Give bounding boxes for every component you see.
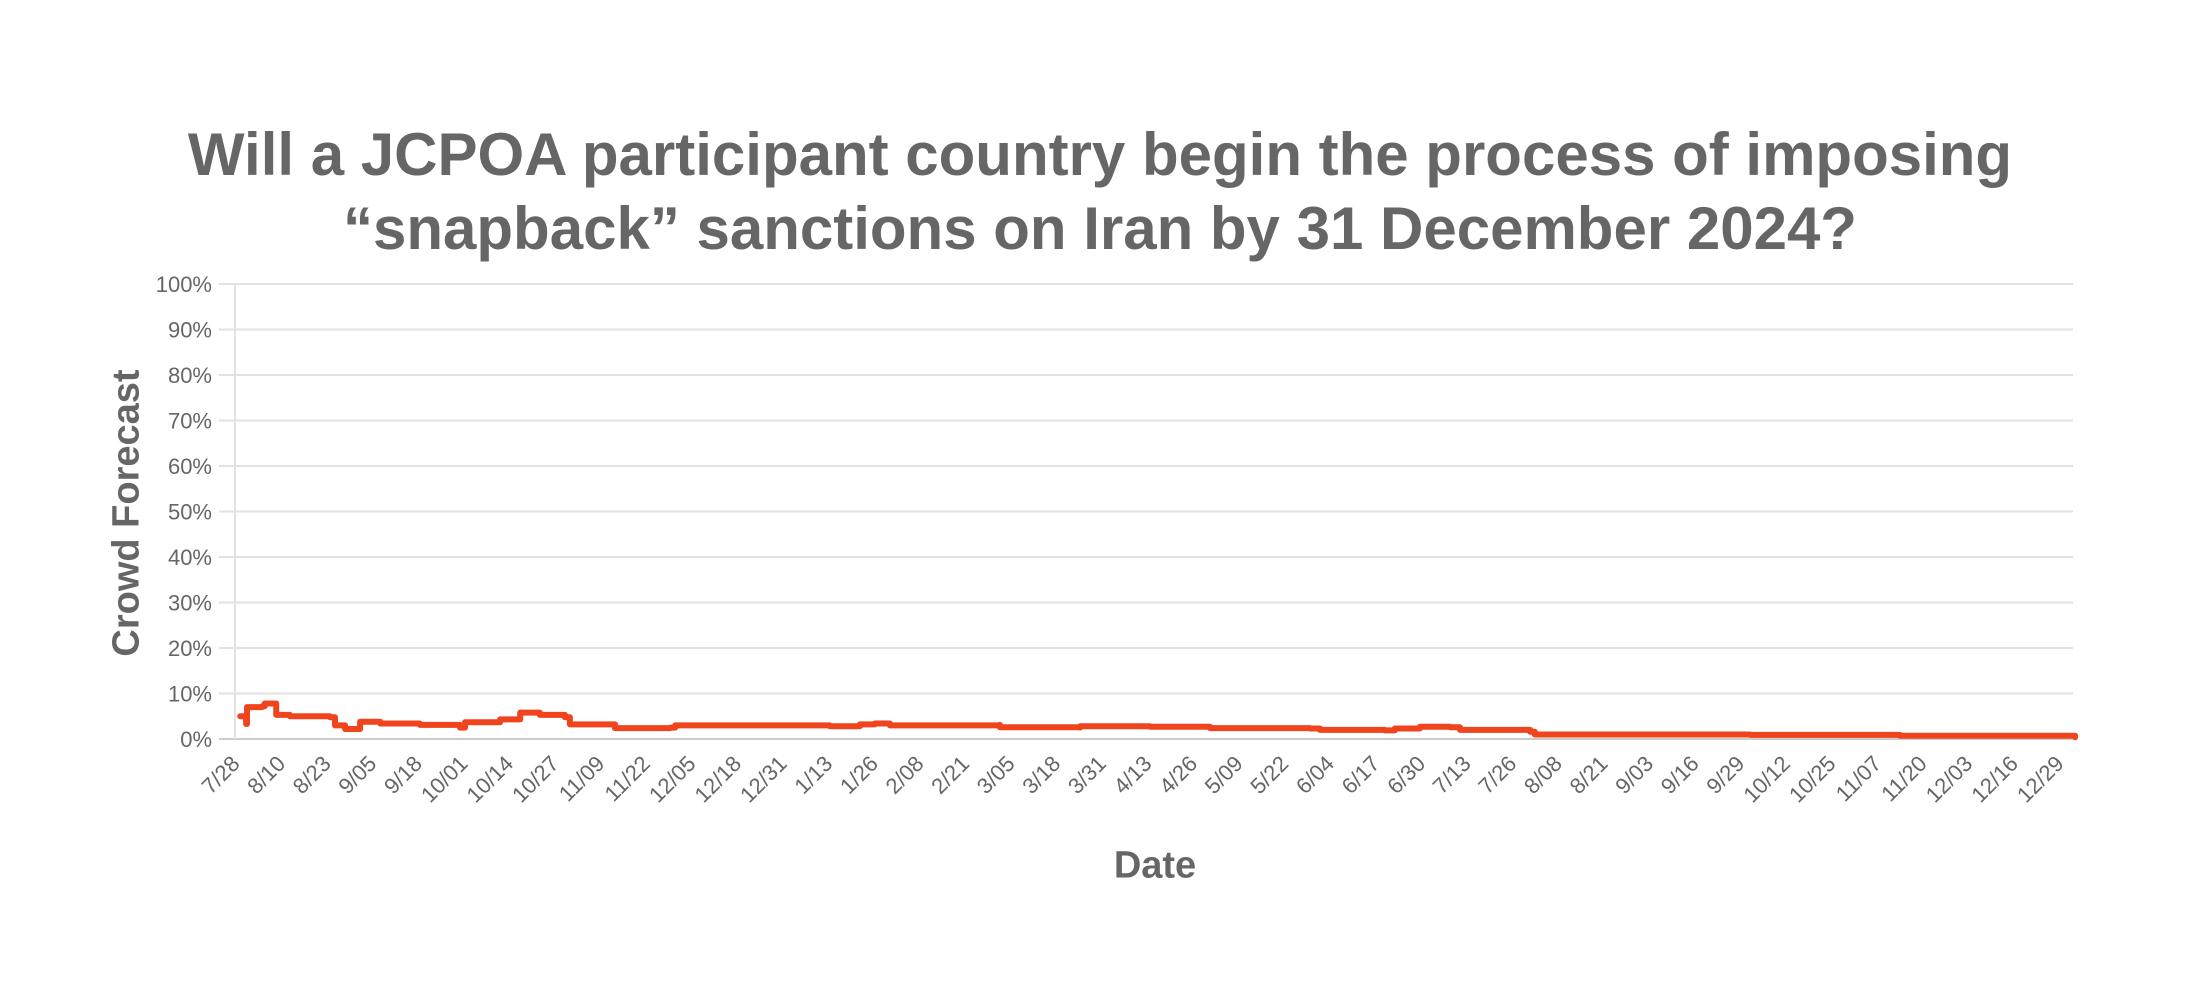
x-tick-label: 11/20 <box>1876 751 1931 806</box>
x-tick-label: 8/21 <box>1565 751 1613 799</box>
y-axis-ticks: 0% 10% 20% 30% 40% 50% 60% 70% 80% 90% 100% <box>156 272 212 752</box>
x-tick-label: 3/05 <box>972 751 1020 799</box>
x-tick-label: 12/03 <box>1921 751 1978 808</box>
x-axis-ticks: 7/288/108/239/059/1810/0110/1410/2711/09… <box>197 751 2069 808</box>
x-tick-label: 11/09 <box>554 751 609 806</box>
gridlines <box>219 283 2073 740</box>
x-axis-title: Date <box>1113 844 1197 887</box>
x-tick-label: 12/31 <box>735 751 792 808</box>
x-tick-label: 7/28 <box>197 751 245 799</box>
x-tick-label: 10/25 <box>1784 751 1841 808</box>
x-tick-label: 12/05 <box>644 751 701 808</box>
y-tick-label: 30% <box>168 591 212 616</box>
x-tick-label: 5/09 <box>1200 751 1248 799</box>
x-tick-label: 10/12 <box>1738 751 1795 808</box>
x-tick-label: 2/21 <box>926 751 974 799</box>
x-tick-label: 12/18 <box>690 751 747 808</box>
x-tick-label: 3/18 <box>1017 751 1065 799</box>
x-tick-label: 6/30 <box>1382 751 1430 799</box>
x-tick-label: 12/29 <box>2012 751 2069 808</box>
y-tick-label: 0% <box>180 727 212 752</box>
chart-title: Will a JCPOA participant country begin t… <box>0 118 2200 266</box>
x-tick-label: 3/31 <box>1063 751 1111 799</box>
x-tick-label: 8/10 <box>242 751 290 799</box>
x-tick-label: 4/26 <box>1154 751 1202 799</box>
forecast-line <box>237 700 2079 741</box>
x-tick-label: 9/16 <box>1656 751 1704 799</box>
y-tick-label: 80% <box>168 363 212 388</box>
x-tick-label: 7/26 <box>1473 751 1521 799</box>
x-tick-label: 7/13 <box>1428 751 1476 799</box>
y-tick-label: 50% <box>168 500 212 525</box>
chart-title-line-1: Will a JCPOA participant country begin t… <box>187 121 2013 188</box>
y-tick-label: 70% <box>168 409 212 434</box>
x-tick-label: 1/26 <box>835 751 883 799</box>
x-tick-label: 8/08 <box>1519 751 1567 799</box>
x-tick-label: 10/14 <box>462 751 519 808</box>
x-tick-label: 6/04 <box>1291 751 1339 799</box>
x-tick-label: 6/17 <box>1337 751 1385 799</box>
y-tick-label: 20% <box>168 636 212 661</box>
x-tick-label: 10/01 <box>416 751 473 808</box>
y-tick-label: 90% <box>168 318 212 343</box>
x-tick-label: 4/13 <box>1109 751 1157 799</box>
x-tick-label: 10/27 <box>507 751 564 808</box>
chart-title-line-2: “snapback” sanctions on Iran by 31 Decem… <box>343 195 1857 262</box>
x-tick-label: 11/22 <box>599 751 654 806</box>
y-tick-label: 10% <box>168 682 212 707</box>
y-tick-label: 60% <box>168 454 212 479</box>
x-tick-label: 5/22 <box>1245 751 1293 799</box>
y-tick-label: 40% <box>168 545 212 570</box>
x-tick-label: 8/23 <box>288 751 336 799</box>
y-axis-title: Crowd Forecast <box>105 369 148 657</box>
x-tick-label: 11/07 <box>1831 751 1886 806</box>
x-tick-label: 12/16 <box>1966 751 2023 808</box>
x-tick-label: 1/13 <box>789 751 837 799</box>
x-tick-label: 9/03 <box>1610 751 1658 799</box>
x-tick-label: 2/08 <box>881 751 929 799</box>
y-tick-label: 100% <box>156 272 212 297</box>
x-tick-label: 9/05 <box>333 751 381 799</box>
